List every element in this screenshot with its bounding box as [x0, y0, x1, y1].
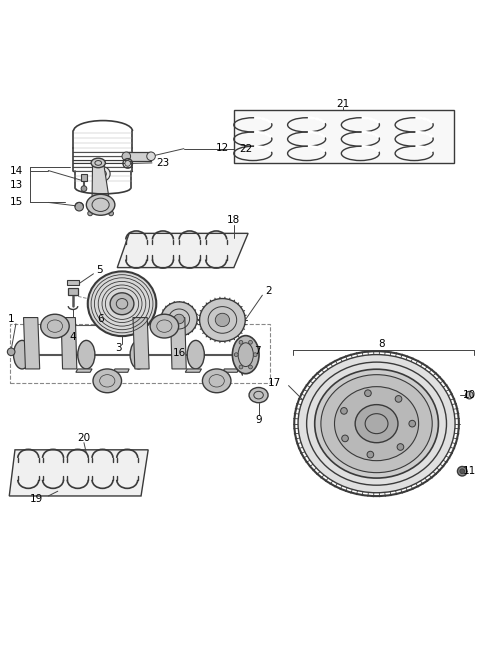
Circle shape [234, 353, 238, 357]
Circle shape [249, 340, 252, 344]
Circle shape [397, 443, 404, 450]
Circle shape [457, 466, 467, 476]
Text: 13: 13 [10, 180, 24, 190]
Text: 5: 5 [96, 265, 103, 275]
Ellipse shape [187, 340, 204, 369]
Ellipse shape [174, 314, 184, 324]
Circle shape [7, 348, 15, 355]
Text: 11: 11 [463, 466, 476, 476]
Ellipse shape [88, 271, 156, 336]
Text: 8: 8 [378, 339, 384, 349]
Ellipse shape [355, 405, 398, 443]
Text: 17: 17 [268, 378, 281, 388]
Circle shape [365, 390, 371, 397]
Ellipse shape [161, 302, 197, 336]
Circle shape [239, 340, 243, 344]
Ellipse shape [215, 313, 229, 327]
Polygon shape [76, 369, 92, 373]
Ellipse shape [130, 340, 147, 369]
Text: 19: 19 [30, 494, 44, 504]
Ellipse shape [200, 298, 245, 342]
Circle shape [341, 407, 348, 414]
Circle shape [249, 365, 252, 369]
Polygon shape [170, 317, 186, 369]
Polygon shape [24, 317, 40, 369]
Ellipse shape [147, 152, 156, 160]
Bar [81, 174, 87, 181]
Circle shape [342, 435, 348, 442]
Circle shape [253, 353, 257, 357]
Ellipse shape [321, 374, 432, 472]
Circle shape [88, 211, 93, 215]
Circle shape [409, 420, 416, 427]
Ellipse shape [122, 152, 131, 160]
Text: 7: 7 [254, 346, 261, 356]
Ellipse shape [93, 369, 121, 393]
Ellipse shape [312, 367, 441, 480]
Text: 16: 16 [172, 348, 186, 358]
Circle shape [96, 167, 110, 181]
Text: 9: 9 [255, 415, 262, 425]
Polygon shape [61, 317, 77, 369]
Text: 2: 2 [265, 286, 271, 296]
Ellipse shape [232, 336, 259, 374]
Polygon shape [133, 317, 149, 369]
Ellipse shape [298, 355, 455, 493]
Ellipse shape [150, 314, 179, 338]
Circle shape [239, 365, 243, 369]
Ellipse shape [315, 369, 438, 478]
Ellipse shape [203, 369, 231, 393]
Polygon shape [117, 233, 248, 267]
Text: 1: 1 [8, 314, 14, 324]
Ellipse shape [110, 293, 134, 315]
Text: 3: 3 [115, 342, 122, 353]
Text: 14: 14 [10, 166, 24, 175]
Circle shape [367, 451, 374, 458]
Circle shape [125, 160, 131, 166]
Circle shape [395, 396, 402, 402]
Polygon shape [92, 166, 109, 209]
Text: 20: 20 [77, 433, 91, 443]
Bar [68, 288, 78, 295]
Text: 21: 21 [336, 99, 350, 109]
Ellipse shape [41, 314, 69, 338]
Circle shape [75, 202, 84, 211]
Text: 4: 4 [70, 332, 76, 342]
Text: 18: 18 [227, 215, 240, 225]
Text: 15: 15 [10, 197, 24, 208]
Circle shape [466, 392, 473, 399]
Circle shape [460, 469, 465, 474]
Circle shape [81, 186, 87, 191]
Ellipse shape [86, 194, 115, 215]
Bar [67, 280, 79, 284]
Polygon shape [113, 369, 129, 373]
Polygon shape [9, 450, 148, 496]
Text: 22: 22 [240, 144, 253, 154]
Ellipse shape [13, 340, 31, 369]
Ellipse shape [335, 386, 419, 461]
Polygon shape [223, 369, 239, 373]
Text: 12: 12 [216, 143, 229, 152]
Text: 10: 10 [463, 390, 476, 400]
Circle shape [239, 364, 244, 369]
Circle shape [108, 211, 113, 215]
Ellipse shape [91, 158, 106, 168]
Polygon shape [185, 369, 202, 373]
Ellipse shape [78, 340, 95, 369]
Bar [234, 110, 454, 164]
Text: 6: 6 [97, 314, 104, 324]
Ellipse shape [249, 388, 268, 403]
Text: 23: 23 [157, 158, 170, 168]
Bar [10, 324, 269, 383]
Bar [126, 152, 151, 160]
